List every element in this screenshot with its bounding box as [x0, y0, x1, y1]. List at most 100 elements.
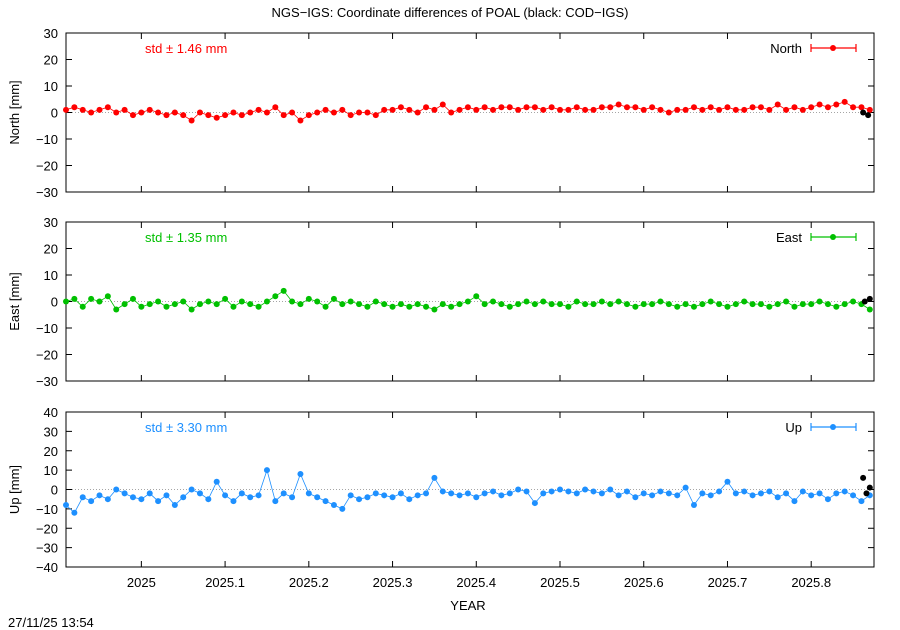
up-data-point	[699, 490, 706, 497]
east-data-point	[649, 301, 656, 308]
east-data-point	[757, 301, 764, 308]
east-data-point	[71, 295, 78, 302]
east-data-point	[247, 301, 254, 308]
east-data-point	[690, 303, 697, 310]
up-data-point	[356, 496, 363, 503]
up-data-point	[272, 498, 279, 505]
north-data-point	[690, 104, 697, 111]
east-legend-label: East	[776, 230, 802, 245]
north-legend-marker	[830, 45, 836, 51]
east-data-point	[96, 298, 103, 305]
up-data-point	[615, 492, 622, 499]
north-data-point	[464, 104, 471, 111]
east-data-point	[548, 301, 555, 308]
up-data-point	[741, 488, 748, 495]
x-tick-label: 2025.2	[289, 575, 329, 590]
up-std-label: std ± 3.30 mm	[145, 420, 227, 435]
east-data-point	[582, 301, 589, 308]
north-ytick-label: −20	[36, 159, 58, 174]
north-data-point	[741, 106, 748, 113]
north-data-point	[791, 104, 798, 111]
east-data-point	[607, 301, 614, 308]
north-data-point	[682, 106, 689, 113]
x-tick-label: 2025.1	[205, 575, 245, 590]
north-data-point	[766, 106, 773, 113]
up-ytick-label: 30	[44, 424, 58, 439]
north-data-point	[71, 104, 78, 111]
east-std-label: std ± 1.35 mm	[145, 230, 227, 245]
north-data-point	[356, 109, 363, 116]
up-data-point	[824, 496, 831, 503]
up-legend-label: Up	[785, 420, 802, 435]
up-data-point	[649, 492, 656, 499]
up-ytick-label: −40	[36, 560, 58, 575]
east-ytick-label: 20	[44, 242, 58, 257]
north-data-point	[230, 109, 237, 116]
north-data-point	[364, 109, 371, 116]
north-data-point	[347, 112, 354, 119]
up-data-point	[238, 490, 245, 497]
up-data-point	[481, 490, 488, 497]
east-data-point	[289, 298, 296, 305]
up-data-point	[63, 502, 69, 508]
east-panel: 30 20 10 0 −10 −20 −30 East [mm] std ± 1.35 mm Ea…	[7, 215, 875, 389]
north-data-point	[557, 106, 564, 113]
north-data-point	[423, 104, 430, 111]
east-data-point	[464, 298, 471, 305]
east-data-point	[640, 301, 647, 308]
north-data-point	[632, 104, 639, 111]
north-data-point	[247, 109, 254, 116]
east-data-point	[389, 303, 396, 310]
north-data-point	[448, 109, 455, 116]
north-data-point	[866, 106, 873, 113]
up-data-point	[565, 488, 572, 495]
east-data-point	[841, 301, 848, 308]
north-data-point	[196, 109, 203, 116]
up-legend-marker	[830, 424, 836, 430]
east-data-point	[481, 301, 488, 308]
up-data-point	[104, 496, 111, 503]
up-data-point	[129, 494, 136, 501]
north-data-point	[146, 106, 153, 113]
north-data-point	[590, 106, 597, 113]
east-data-point	[824, 301, 831, 308]
north-data-point	[138, 109, 145, 116]
up-data-point	[623, 488, 630, 495]
up-data-point	[816, 490, 823, 497]
east-data-point	[766, 303, 773, 310]
x-tick-label: 2025.7	[708, 575, 748, 590]
east-data-point	[146, 301, 153, 308]
timestamp: 27/11/25 13:54	[8, 615, 94, 630]
up-data-point	[397, 490, 404, 497]
north-data-point	[155, 109, 162, 116]
east-data-point	[272, 293, 279, 300]
north-data-point	[850, 104, 857, 111]
up-data-point	[540, 490, 547, 497]
north-data-point	[724, 104, 731, 111]
east-data-point	[833, 303, 840, 310]
east-data-point	[816, 298, 823, 305]
up-data-point	[490, 488, 497, 495]
up-y-axis-label: Up [mm]	[7, 465, 22, 514]
x-tick-label: 2025	[127, 575, 156, 590]
east-data-point	[657, 298, 664, 305]
north-data-point	[808, 104, 815, 111]
up-data-point	[473, 494, 480, 501]
north-data-point	[615, 101, 622, 108]
east-data-point	[741, 298, 748, 305]
north-data-point	[498, 104, 505, 111]
east-data-point	[506, 303, 513, 310]
east-legend-marker	[830, 234, 836, 240]
x-tick-label: 2025.8	[791, 575, 831, 590]
north-data-point	[607, 104, 614, 111]
east-data-point	[330, 295, 337, 302]
up-data-point	[423, 490, 430, 497]
up-data-point	[498, 492, 505, 499]
up-data-point	[766, 488, 773, 495]
north-data-point	[816, 101, 823, 108]
north-data-point	[389, 106, 396, 113]
north-data-point	[339, 106, 346, 113]
up-data-point	[506, 490, 513, 497]
east-data-point	[196, 301, 203, 308]
up-data-point	[339, 505, 346, 512]
